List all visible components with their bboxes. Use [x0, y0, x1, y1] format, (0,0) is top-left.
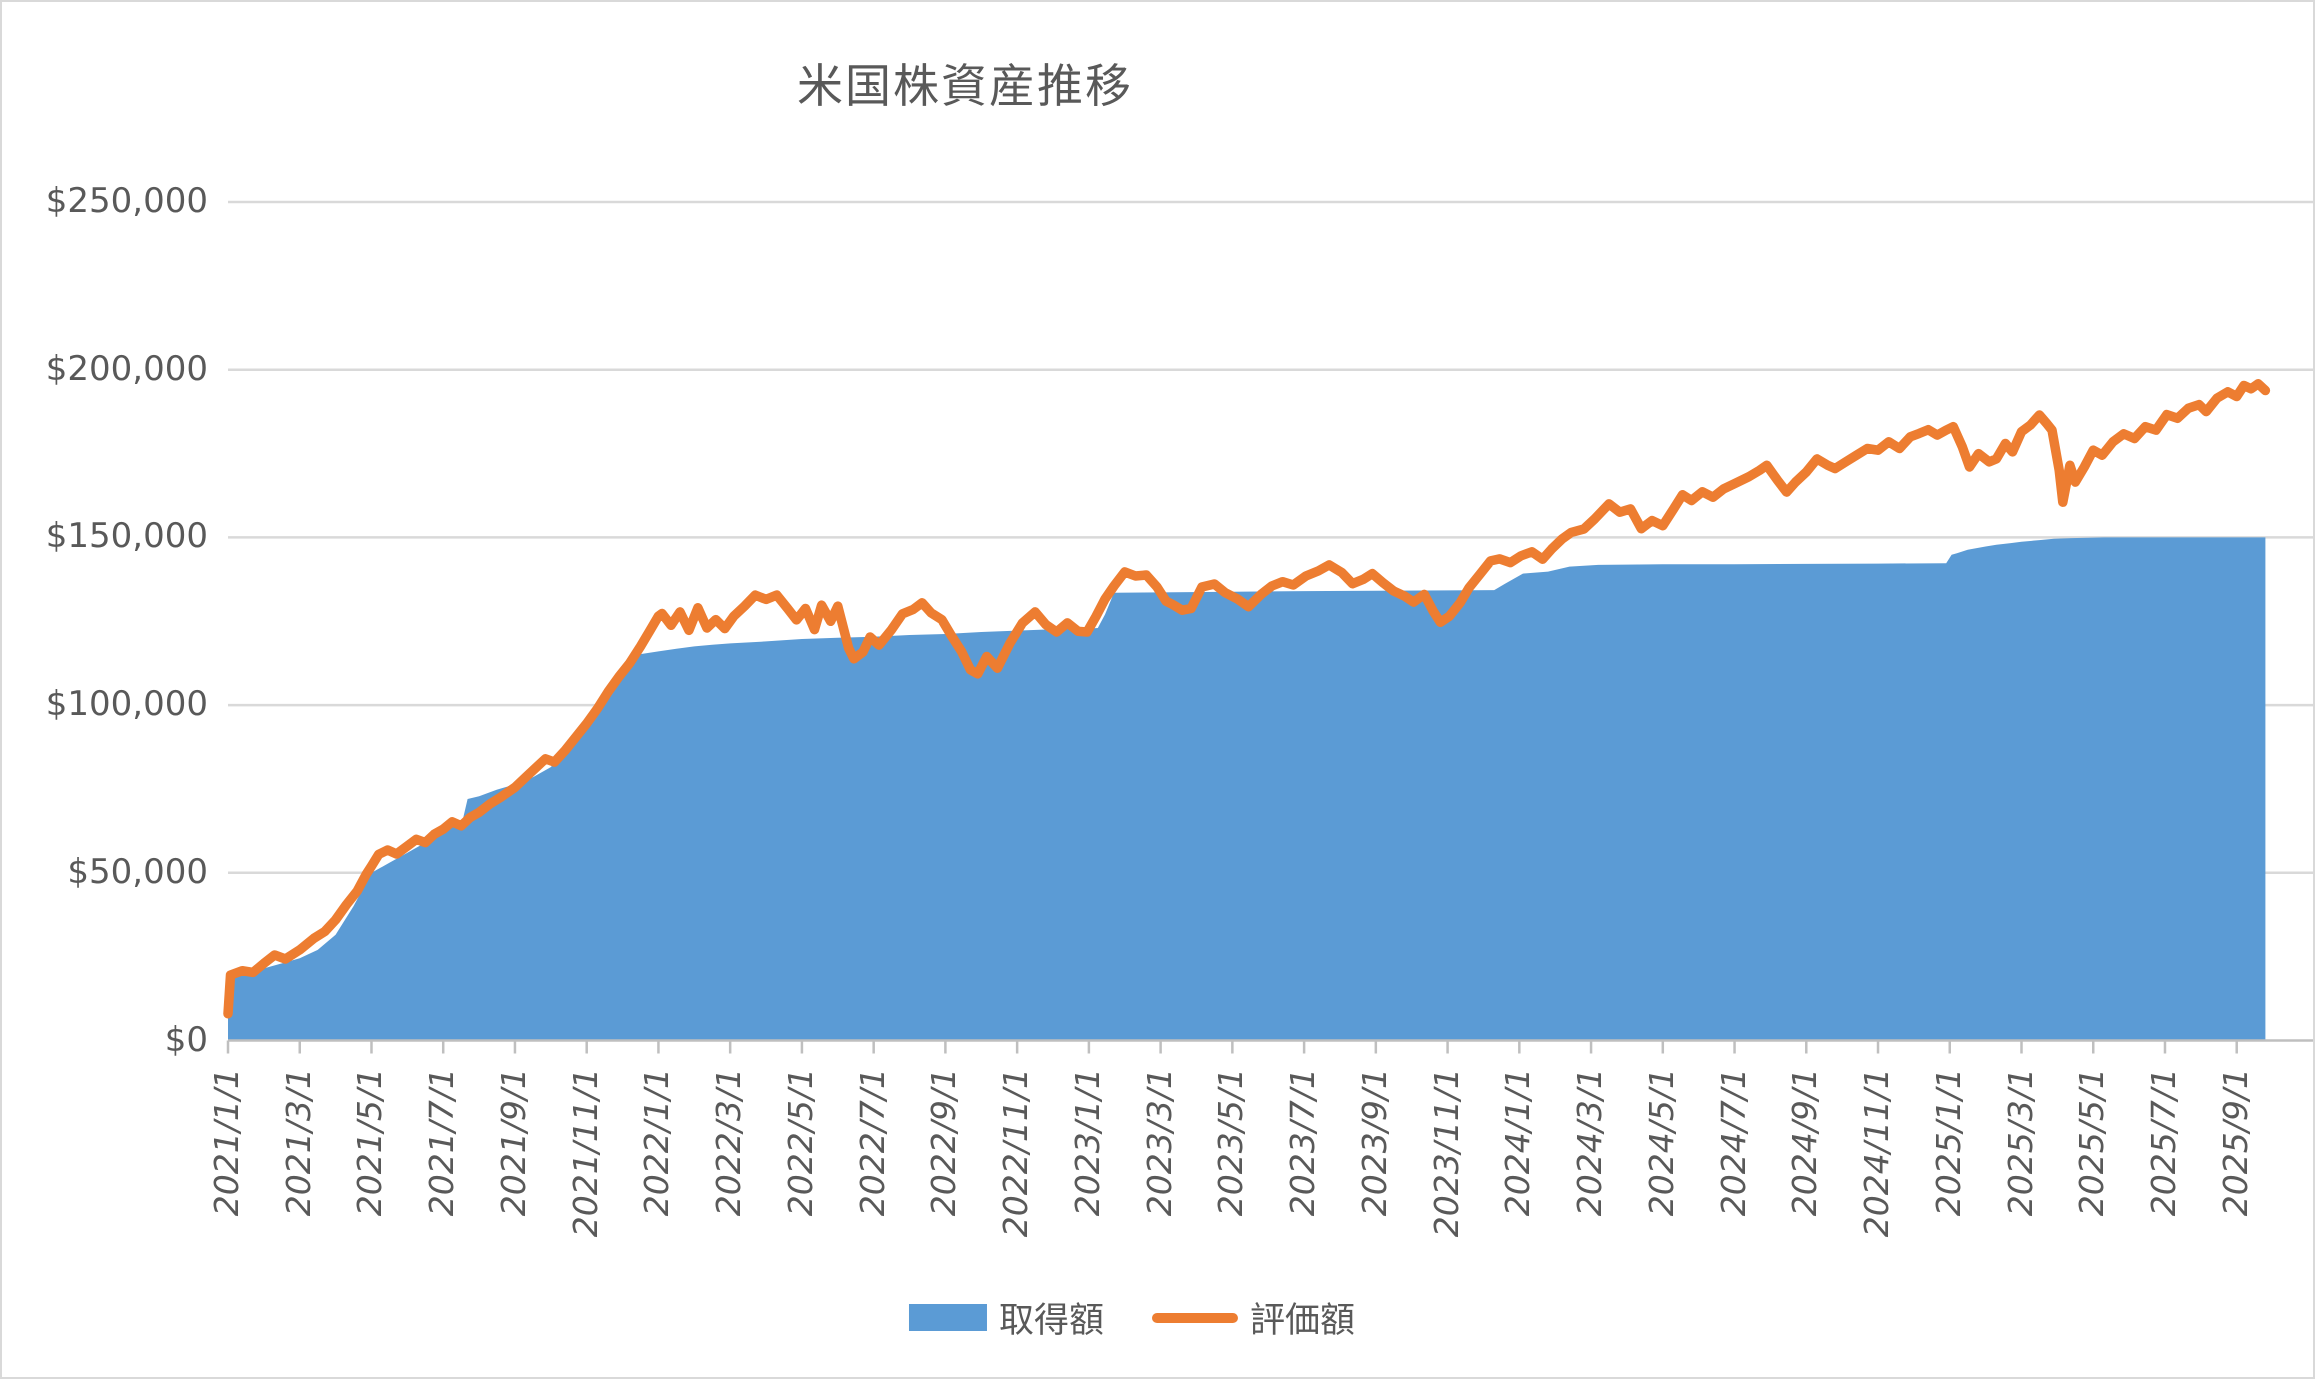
x-axis-tick-label: 2022/9/1	[924, 1068, 964, 1217]
x-axis-tick-label: 2022/11/1	[996, 1068, 1036, 1238]
x-axis-tick-label: 2024/1/1	[1498, 1068, 1538, 1217]
legend-label-valuation: 評価額	[1250, 1301, 1356, 1341]
y-axis-tick-label: $150,000	[45, 516, 208, 557]
y-axis-tick-label: $100,000	[45, 684, 208, 725]
y-axis-tick-label: $0	[164, 1019, 208, 1060]
x-axis-tick-label: 2023/5/1	[1211, 1068, 1251, 1217]
x-axis-tick-label: 2021/11/1	[565, 1068, 605, 1238]
acquisition-area-series	[228, 537, 2266, 1041]
line-swatch-icon	[1152, 1312, 1238, 1323]
chart-title: 米国株資産推移	[797, 59, 1133, 113]
x-axis-tick-label: 2021/7/1	[422, 1068, 462, 1217]
x-axis-tick-label: 2023/7/1	[1283, 1068, 1323, 1217]
x-axis-tick-label: 2025/1/1	[1928, 1068, 1968, 1217]
x-axis-tick-label: 2025/7/1	[2143, 1068, 2183, 1217]
x-axis-tick-label: 2022/7/1	[852, 1068, 892, 1217]
x-axis-tick-label: 2024/3/1	[1570, 1068, 1610, 1217]
x-axis-tick-label: 2023/11/1	[1426, 1068, 1466, 1238]
x-axis-tick-label: 2023/3/1	[1139, 1068, 1179, 1217]
y-axis-tick-label: $50,000	[67, 851, 208, 892]
x-axis-tick-label: 2021/1/1	[207, 1068, 246, 1217]
x-axis-tick-label: 2021/9/1	[493, 1068, 533, 1217]
x-axis-tick-label: 2025/5/1	[2072, 1068, 2112, 1217]
y-axis-tick-label: $250,000	[45, 181, 208, 221]
legend-item-acquisition: 取得額	[908, 1292, 1104, 1343]
x-axis-tick-label: 2021/5/1	[350, 1068, 390, 1217]
x-axis-tick-label: 2023/1/1	[1067, 1068, 1107, 1217]
legend-item-valuation: 評価額	[1152, 1292, 1355, 1343]
y-axis-tick-label: $200,000	[45, 348, 208, 389]
x-axis-tick-label: 2022/3/1	[709, 1068, 749, 1217]
valuation-line-series	[223, 379, 2271, 1019]
x-axis-tick-label: 2024/5/1	[1641, 1068, 1681, 1217]
x-axis-tick-label: 2025/9/1	[2215, 1068, 2255, 1217]
area-swatch-icon	[908, 1304, 987, 1331]
x-axis-tick-label: 2024/11/1	[1857, 1068, 1897, 1238]
x-axis-tick-label: 2025/3/1	[2000, 1068, 2040, 1217]
x-axis-tick-label: 2024/9/1	[1785, 1068, 1825, 1217]
x-axis-tick-label: 2024/7/1	[1713, 1068, 1753, 1217]
chart-legend: 取得額 評価額	[908, 1292, 1355, 1343]
x-axis-tick-label: 2021/3/1	[278, 1068, 318, 1217]
x-axis-tick-label: 2022/1/1	[637, 1068, 677, 1217]
legend-label-acquisition: 取得額	[998, 1301, 1104, 1341]
x-axis-tick-label: 2022/5/1	[780, 1068, 820, 1217]
x-axis-tick-label: 2023/9/1	[1354, 1068, 1394, 1217]
